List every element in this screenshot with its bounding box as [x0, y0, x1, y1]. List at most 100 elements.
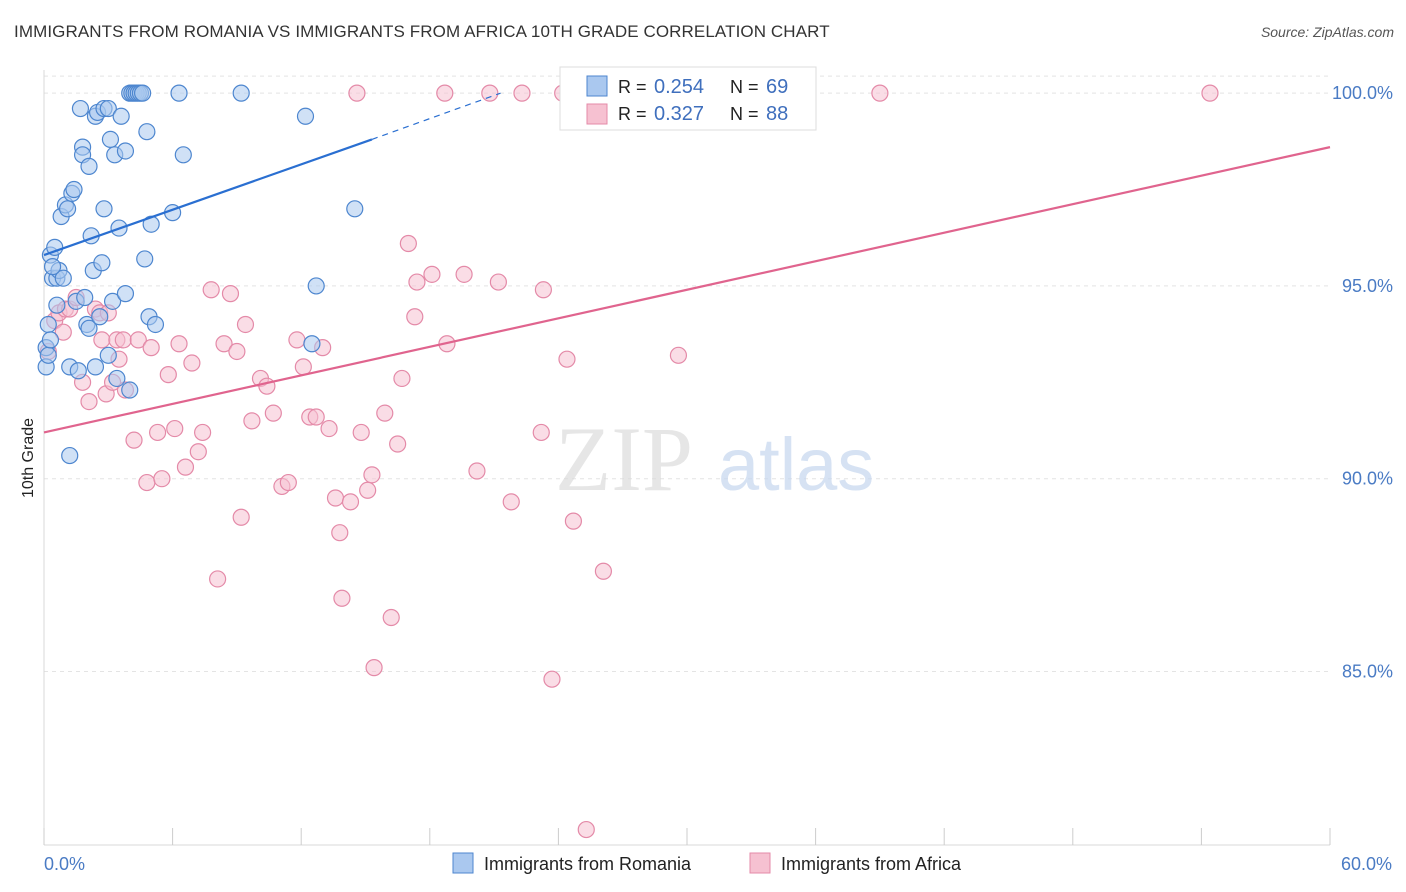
africa-point [577, 820, 595, 839]
y-tick-label: 85.0% [1342, 661, 1393, 681]
legend-romania-n-value: 69 [766, 76, 788, 98]
africa-point [594, 562, 613, 580]
africa-point [80, 392, 98, 411]
africa-point [341, 493, 360, 511]
africa-point [534, 281, 552, 299]
legend-romania-n-label: N = [730, 77, 764, 97]
africa-point [363, 466, 381, 484]
africa-point [166, 419, 184, 438]
africa-point [558, 350, 576, 368]
y-tick-labels: 85.0% 90.0% 95.0% 100.0% [1332, 83, 1393, 681]
africa-point [382, 608, 400, 627]
africa-point [307, 408, 325, 426]
africa-point [159, 366, 177, 384]
africa-point [436, 84, 454, 102]
africa-point [871, 84, 889, 102]
bottom-legend-africa-label: Immigrants from Africa [781, 854, 962, 874]
africa-point [365, 659, 383, 677]
y-axis-label: 10th Grade [20, 418, 37, 498]
africa-point [320, 419, 338, 438]
romania-point [86, 358, 105, 376]
africa-point [114, 331, 132, 349]
africa-point [221, 285, 240, 303]
legend-romania-r-value: 0.254 [654, 76, 704, 98]
africa-point [176, 458, 195, 476]
romania-point [95, 200, 113, 218]
romania-point [76, 288, 94, 307]
legend-romania-r-label: R = [618, 77, 652, 97]
africa-point [93, 331, 111, 349]
romania-point [39, 346, 57, 364]
africa-point [236, 315, 255, 334]
romania-point [69, 362, 87, 380]
africa-point [331, 524, 349, 542]
africa-point [228, 342, 246, 361]
africa-point [423, 265, 441, 283]
africa-point [288, 331, 306, 349]
romania-point [303, 335, 321, 353]
africa-point [258, 377, 276, 395]
source-label: Source: ZipAtlas.com [1260, 24, 1394, 40]
romania-point [99, 346, 117, 364]
legend-swatch-romania [586, 75, 608, 97]
romania-point [71, 99, 90, 118]
x-tick-label-min: 0.0% [44, 854, 85, 874]
romania-point [170, 84, 188, 102]
romania-point [296, 107, 315, 125]
africa-point [408, 273, 426, 291]
africa-point [564, 512, 583, 530]
africa-point [170, 335, 188, 353]
trend-line-africa [43, 146, 1331, 434]
africa-point [481, 84, 499, 102]
africa-point [202, 281, 220, 299]
romania-point [108, 369, 126, 388]
romania-point [121, 381, 139, 399]
romania-point [43, 258, 62, 276]
romania-point [112, 107, 130, 125]
africa-point [232, 508, 250, 526]
africa-point [142, 339, 160, 357]
y-tick-label: 95.0% [1342, 276, 1393, 296]
africa-point [243, 412, 261, 430]
romania-point [136, 250, 154, 268]
africa-point [194, 423, 212, 442]
bottom-legend-swatch-romania [452, 852, 474, 874]
legend-africa-r-label: R = [618, 104, 652, 124]
africa-point [406, 308, 424, 326]
legend-africa-n-value: 88 [766, 103, 788, 125]
chart-title: IMMIGRANTS FROM ROMANIA VS IMMIGRANTS FR… [14, 22, 830, 41]
africa-point [352, 423, 370, 442]
africa-point [54, 323, 72, 341]
africa-point [543, 670, 561, 688]
romania-point [91, 308, 109, 326]
romania-point [232, 84, 250, 102]
romania-point [101, 130, 120, 149]
romania-point [103, 292, 122, 310]
romania-point [54, 269, 72, 287]
series-romania-points [37, 84, 364, 465]
africa-point [669, 346, 688, 364]
bottom-legend-swatch-africa [749, 852, 771, 874]
africa-point [326, 489, 345, 507]
romania-point [39, 315, 57, 334]
africa-point [333, 589, 351, 607]
africa-point [399, 234, 417, 253]
romania-point [80, 319, 98, 337]
africa-point [215, 335, 233, 353]
trend-line-romania-extension [371, 92, 501, 140]
africa-point [513, 84, 531, 102]
romania-point [80, 157, 98, 175]
watermark-atlas: atlas [718, 423, 874, 506]
africa-point [1201, 84, 1219, 102]
legend-africa-n-label: N = [730, 104, 764, 124]
africa-point [129, 331, 147, 349]
romania-point [58, 200, 77, 218]
romania-point [138, 123, 156, 141]
top-legend: R = 0.254 N = 69 R = 0.327 N = 88 [559, 66, 817, 131]
x-axis-ticks [43, 828, 1331, 845]
x-tick-label-max: 60.0% [1341, 854, 1392, 874]
y-tick-label: 90.0% [1342, 469, 1393, 489]
africa-point [389, 435, 407, 453]
romania-point [116, 142, 135, 160]
